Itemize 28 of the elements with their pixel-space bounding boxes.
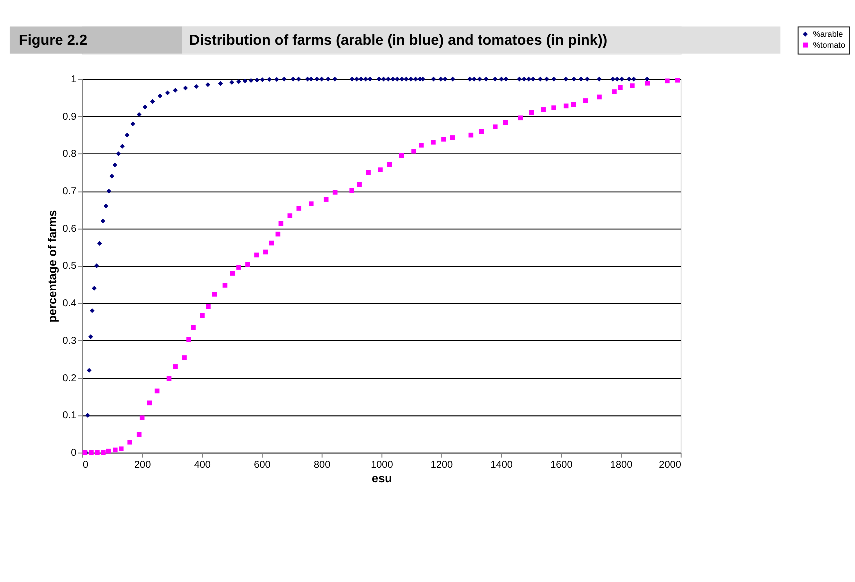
y-tick-label: 0.3 [62, 336, 78, 347]
caption: Figure 2.2 [19, 32, 88, 49]
y-tick-label: 0.9 [62, 112, 78, 123]
legend-label: %tomato [813, 41, 846, 50]
y-tick-label: 0.5 [62, 261, 78, 272]
x-tick-label: 0 [82, 460, 89, 471]
x-tick-label: 800 [314, 460, 332, 471]
x-axis-title: esu [372, 472, 392, 486]
x-tick-label: 1400 [490, 460, 514, 471]
x-tick-label: 1800 [610, 460, 634, 471]
x-tick-label: 1600 [550, 460, 574, 471]
y-tick-label: 1 [71, 74, 78, 86]
x-tick-label: 200 [134, 460, 152, 471]
y-tick-label: 0.2 [62, 373, 78, 384]
y-tick-label: 0.4 [62, 298, 78, 310]
chart-title: Distribution of farms (arable (in blue) and tomatoes (in pink)) [189, 32, 608, 49]
legend-label: %arable [813, 30, 844, 40]
y-tick-label: 0.1 [62, 410, 78, 422]
y-tick-label: 0.7 [62, 186, 78, 198]
x-tick-label: 1000 [371, 460, 394, 471]
x-tick-label: 1200 [430, 460, 454, 471]
x-tick-label: 600 [254, 460, 272, 471]
y-tick-label: 0.8 [62, 149, 78, 160]
y-axis-title: percentage of farms [46, 210, 60, 323]
x-tick-label: 2000 [659, 460, 682, 471]
y-tick-label: 0.6 [62, 224, 78, 235]
y-tick-label: 0 [71, 448, 78, 460]
x-tick-label: 400 [194, 460, 212, 471]
